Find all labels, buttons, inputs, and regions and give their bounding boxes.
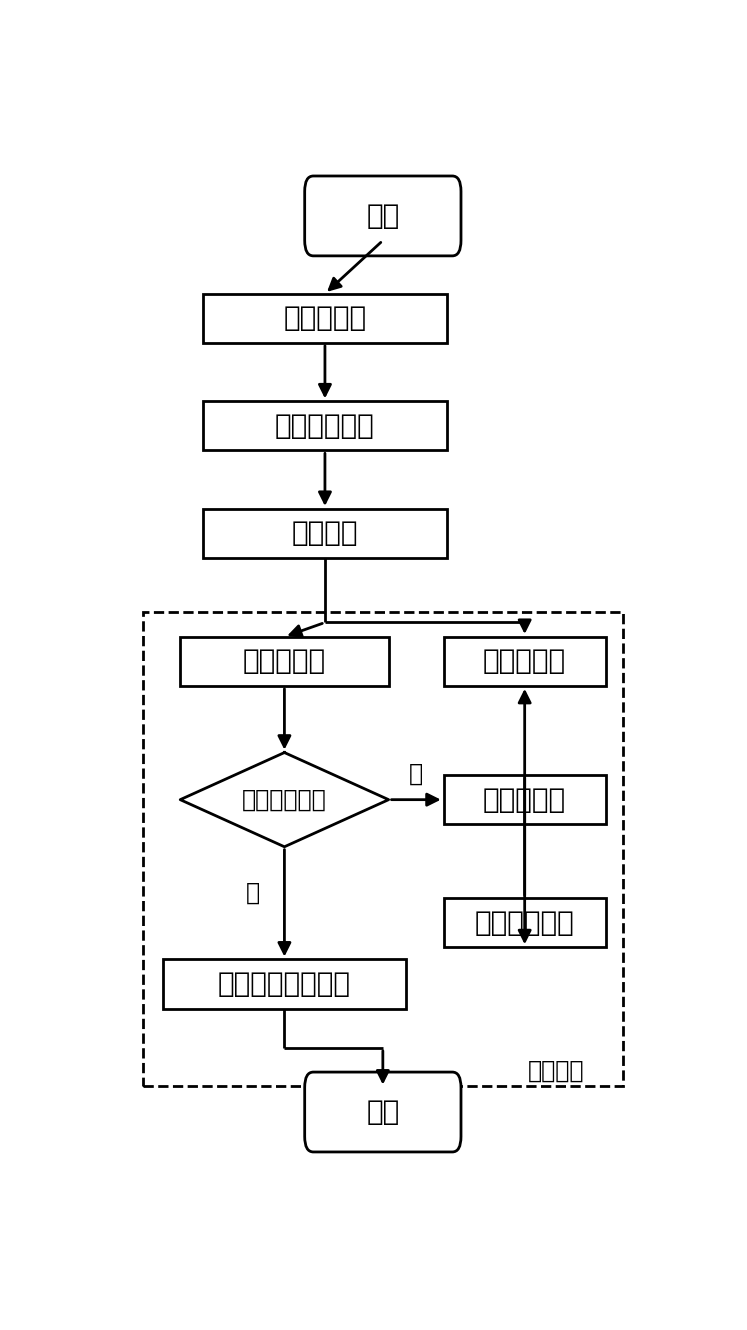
Text: 生成新种群: 生成新种群 — [483, 648, 566, 676]
Bar — [143, 612, 623, 1087]
Text: 开始: 开始 — [366, 202, 400, 230]
Text: 执行遗传策略: 执行遗传策略 — [475, 908, 574, 936]
Bar — [444, 637, 606, 686]
Text: 计算点云重心: 计算点云重心 — [275, 412, 375, 440]
FancyBboxPatch shape — [305, 1072, 461, 1152]
Text: 点云平移: 点云平移 — [291, 520, 359, 548]
Bar — [163, 959, 406, 1008]
Bar — [203, 509, 447, 559]
Text: 否: 否 — [409, 762, 424, 786]
Text: 计算适应度: 计算适应度 — [483, 786, 566, 814]
Bar — [180, 637, 388, 686]
Text: 输出最优变换矩阵: 输出最优变换矩阵 — [218, 970, 351, 998]
Bar — [444, 775, 606, 825]
Text: 点云初始化: 点云初始化 — [283, 305, 367, 332]
Text: 结束: 结束 — [366, 1099, 400, 1127]
Bar — [203, 294, 447, 343]
Text: 是: 是 — [246, 880, 260, 904]
Text: 种群初始化: 种群初始化 — [243, 648, 326, 676]
Text: 遗传寻优: 遗传寻优 — [528, 1059, 585, 1083]
Polygon shape — [180, 753, 388, 847]
Bar — [203, 402, 447, 451]
Text: 循环退出判定: 循环退出判定 — [242, 787, 326, 811]
Bar — [444, 898, 606, 947]
FancyBboxPatch shape — [305, 176, 461, 255]
